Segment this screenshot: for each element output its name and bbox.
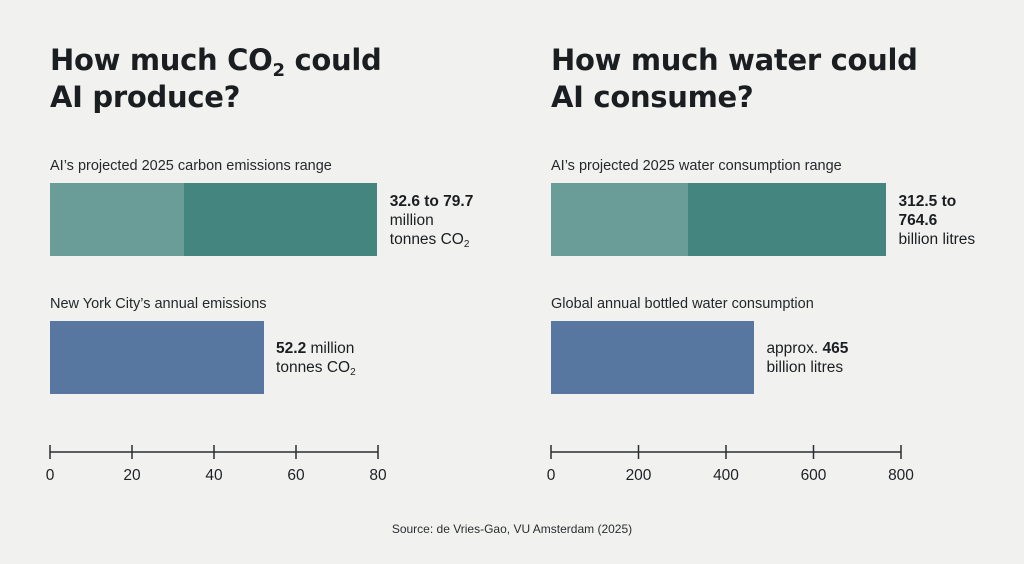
ai-water-range-high-bar [687,183,886,256]
ai-water-caption: AI’s projected 2025 water consumption ra… [551,158,842,174]
water-panel: How much water could AI consume? AI’s pr… [547,0,991,500]
nyc-emissions-value-label: 52.2 million tonnes CO2 [276,340,356,378]
co2-x-axis: 0 20 40 60 80 [46,445,387,484]
water-title: How much water could AI consume? [551,43,918,114]
nyc-emissions-bar [50,321,265,394]
axis-tick-label: 80 [369,467,387,484]
axis-tick-label: 400 [713,467,739,484]
co2-panel: How much CO2 could AI produce? AI’s proj… [46,0,490,500]
ai-emissions-caption: AI’s projected 2025 carbon emissions ran… [50,158,332,174]
bottled-water-value-label: approx. 465 billion litres [766,340,849,376]
axis-tick-label: 800 [888,467,914,484]
source-note: Source: de Vries-Gao, VU Amsterdam (2025… [391,522,633,536]
co2-title: How much CO2 could AI produce? [50,43,382,114]
axis-tick-label: 0 [547,467,556,484]
axis-tick-label: 40 [205,467,223,484]
water-x-axis: 0 200 400 600 800 [547,445,914,484]
axis-tick-label: 0 [46,467,55,484]
axis-tick-label: 600 [801,467,827,484]
ai-water-value-label: 312.5 to 764.6 billion litres [898,193,976,248]
axis-tick-label: 20 [123,467,141,484]
bottled-water-bar [551,321,755,394]
nyc-emissions-caption: New York City’s annual emissions [50,296,267,312]
ai-water-range-low-bar [551,183,688,256]
ai-emissions-range-high-bar [183,183,377,256]
bottled-water-caption: Global annual bottled water consumption [551,296,814,312]
axis-tick-label: 200 [626,467,652,484]
ai-emissions-value-label: 32.6 to 79.7 million tonnes CO2 [389,193,474,250]
ai-emissions-range-low-bar [50,183,184,256]
axis-tick-label: 60 [287,467,305,484]
